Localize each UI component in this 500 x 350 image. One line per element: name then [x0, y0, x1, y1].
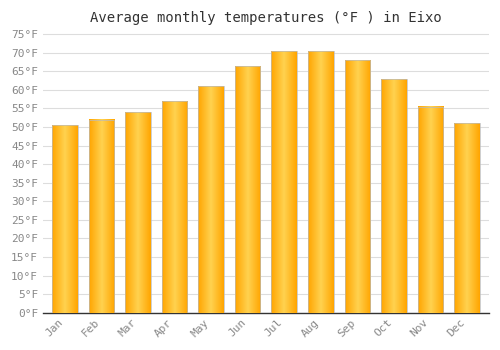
Bar: [88, 120, 114, 313]
Bar: [272, 51, 297, 313]
Bar: [52, 125, 78, 313]
Bar: [454, 123, 480, 313]
Bar: [344, 60, 370, 313]
Bar: [162, 101, 188, 313]
Bar: [308, 51, 334, 313]
Title: Average monthly temperatures (°F ) in Eixo: Average monthly temperatures (°F ) in Ei…: [90, 11, 442, 25]
Bar: [381, 79, 406, 313]
Bar: [418, 106, 443, 313]
Bar: [235, 66, 260, 313]
Bar: [198, 86, 224, 313]
Bar: [125, 112, 151, 313]
